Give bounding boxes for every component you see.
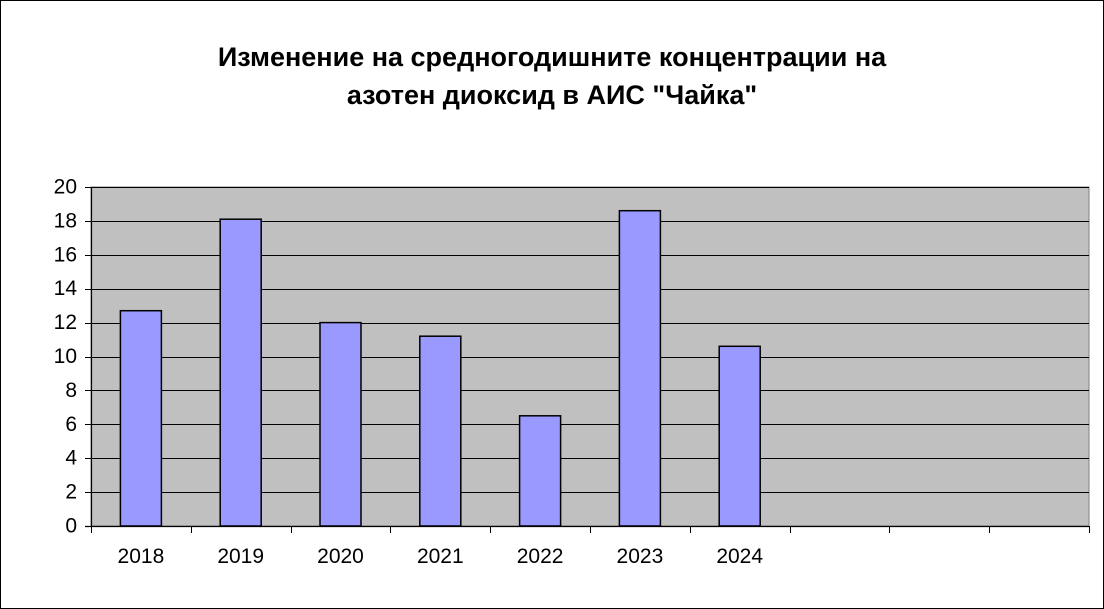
bar-2018 <box>119 309 163 527</box>
y-tick-labels: 0 2 4 6 8 10 12 14 16 18 20 <box>54 176 78 538</box>
x-tick-labels: 2018 2019 2020 2021 2022 2023 2024 <box>118 545 764 568</box>
chart-title: Изменение на средногодишните концентраци… <box>0 38 1104 114</box>
bars <box>119 209 761 527</box>
y-tick-label: 14 <box>54 277 78 300</box>
x-tick-label: 2024 <box>716 545 763 568</box>
bar-2021 <box>419 335 462 527</box>
y-tick-label: 8 <box>65 379 77 402</box>
y-tick-label: 18 <box>54 209 77 232</box>
axes <box>85 187 1090 533</box>
y-tick-label: 0 <box>65 515 77 538</box>
x-tick-label: 2023 <box>617 545 664 568</box>
y-tick-label: 4 <box>65 447 77 470</box>
y-tick-label: 20 <box>54 176 77 199</box>
bar-2019 <box>219 218 262 527</box>
y-tick-label: 16 <box>54 243 77 266</box>
y-tick-label: 10 <box>54 345 77 368</box>
x-tick-label: 2018 <box>118 545 165 568</box>
x-tick-label: 2021 <box>417 545 464 568</box>
bar-2020 <box>319 321 362 527</box>
y-tick-label: 6 <box>65 413 77 436</box>
bar-2024 <box>718 345 761 527</box>
y-tick-label: 12 <box>54 311 77 334</box>
x-tick-label: 2022 <box>517 545 564 568</box>
chart-title-line-2: азотен диоксид в АИС "Чайка" <box>346 80 758 110</box>
bar-2023 <box>618 209 662 527</box>
x-tick-label: 2019 <box>217 545 264 568</box>
bar-2022 <box>518 415 562 527</box>
x-tick-label: 2020 <box>317 545 364 568</box>
y-tick-label: 2 <box>65 481 77 504</box>
chart-title-line-1: Изменение на средногодишните концентраци… <box>217 42 887 72</box>
